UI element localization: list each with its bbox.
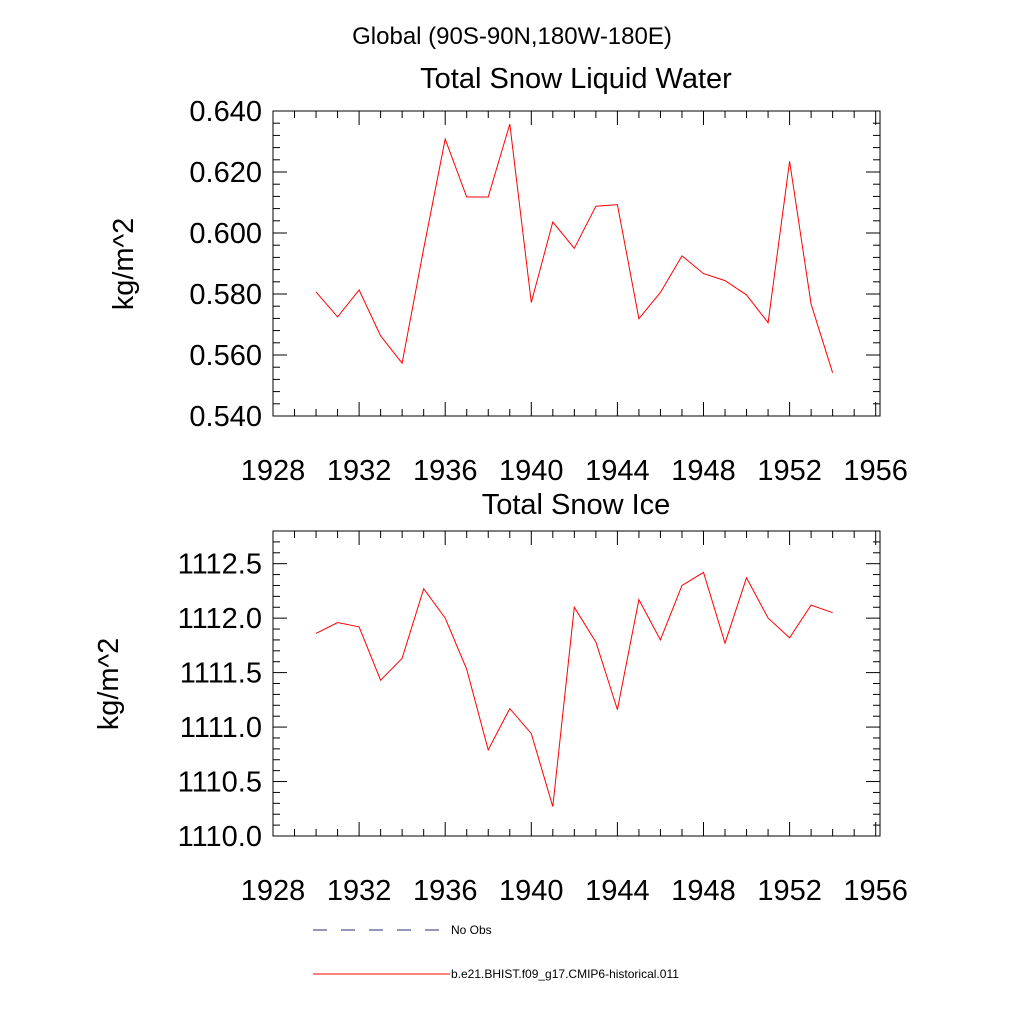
- x-tick-label: 1956: [843, 455, 908, 487]
- y-axis-label: kg/m^2: [93, 638, 125, 731]
- tick-marks: [272, 530, 880, 837]
- x-tick-label: 1928: [241, 875, 306, 907]
- x-tick-label: 1932: [327, 875, 392, 907]
- x-tick-label: 1948: [671, 455, 736, 487]
- series-line: [315, 571, 833, 807]
- panel-snow-liquid-water: Total Snow Liquid Water 1928 1932 1936 1940…: [108, 63, 908, 487]
- x-tick-labels: 1928 1932 1936 1940 1944 1948 1952 1956: [241, 875, 908, 907]
- x-tick-label: 1944: [585, 455, 650, 487]
- legend-label: No Obs: [451, 923, 492, 937]
- y-tick-label: 0.560: [189, 340, 262, 372]
- y-tick-label: 1111.0: [180, 712, 262, 744]
- series-line: [315, 123, 834, 373]
- legend: No Obs b.e21.BHIST.f09_g17.CMIP6-histori…: [313, 923, 679, 981]
- y-tick-label: 1110.5: [178, 767, 262, 799]
- legend-label: b.e21.BHIST.f09_g17.CMIP6-historical.011: [451, 967, 679, 981]
- tick-marks: [272, 110, 880, 417]
- legend-entry-no-obs: No Obs: [313, 923, 492, 937]
- series-lines: [315, 571, 833, 807]
- figure-suptitle: Global (90S-90N,180W-180E): [352, 23, 672, 50]
- x-tick-label: 1936: [413, 875, 478, 907]
- x-tick-label: 1952: [757, 875, 822, 907]
- x-tick-label: 1928: [241, 455, 306, 487]
- y-tick-label: 1110.0: [178, 821, 262, 853]
- legend-entry-model: b.e21.BHIST.f09_g17.CMIP6-historical.011: [313, 967, 679, 981]
- x-tick-labels: 1928 1932 1936 1940 1944 1948 1952 1956: [241, 455, 908, 487]
- x-tick-label: 1952: [757, 455, 822, 487]
- y-axis-label: kg/m^2: [108, 218, 140, 311]
- y-tick-label: 0.540: [189, 401, 262, 433]
- x-tick-label: 1944: [585, 875, 650, 907]
- plot-frame: [272, 530, 881, 837]
- y-tick-label: 1111.5: [180, 658, 262, 690]
- panel-title: Total Snow Ice: [482, 489, 671, 521]
- panel-snow-ice: Total Snow Ice 1928 1932 1936 1940 1944 1948 1…: [93, 489, 908, 907]
- x-tick-label: 1948: [671, 875, 736, 907]
- y-tick-label: 1112.0: [178, 603, 262, 635]
- x-tick-label: 1932: [327, 455, 392, 487]
- x-tick-label: 1940: [499, 875, 564, 907]
- y-tick-label: 0.600: [189, 218, 262, 250]
- y-tick-labels: 0.540 0.560 0.580 0.600 0.620 0.640: [189, 96, 262, 433]
- y-tick-label: 0.580: [189, 279, 262, 311]
- x-tick-label: 1940: [499, 455, 564, 487]
- y-tick-label: 0.640: [189, 96, 262, 128]
- y-tick-label: 1112.5: [178, 549, 262, 581]
- panel-title: Total Snow Liquid Water: [420, 63, 732, 95]
- plot-frame: [272, 110, 881, 417]
- series-lines: [315, 123, 834, 373]
- x-tick-label: 1936: [413, 455, 478, 487]
- y-tick-label: 0.620: [189, 157, 262, 189]
- y-tick-labels: 1110.0 1110.5 1111.0 1111.5 1112.0 1112.5: [178, 549, 262, 853]
- x-tick-label: 1956: [843, 875, 908, 907]
